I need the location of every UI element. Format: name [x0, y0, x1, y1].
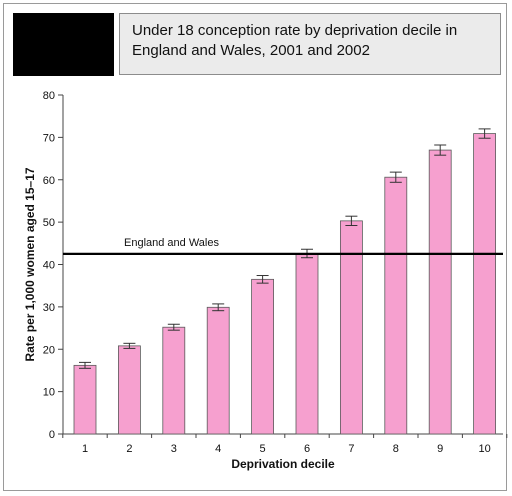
chart-title-line-2: England and Wales, 2001 and 2002	[132, 42, 370, 59]
bar	[118, 345, 141, 435]
x-tick-label: 5	[260, 443, 266, 455]
bar	[251, 278, 275, 435]
y-tick-label: 80	[43, 90, 55, 102]
y-tick-label: 10	[43, 387, 55, 399]
bar	[473, 133, 497, 435]
y-tick-label: 0	[49, 429, 55, 441]
x-tick-label: 4	[215, 443, 221, 455]
x-tick-label: 7	[348, 443, 354, 455]
y-tick-label: 60	[43, 175, 55, 187]
chart-title-line-1: Under 18 conception rate by deprivation …	[132, 22, 458, 39]
x-tick-label: 1	[82, 443, 88, 455]
y-tick-label: 40	[43, 260, 55, 272]
redacted-logo-block	[13, 13, 114, 76]
x-tick-label: 10	[478, 443, 490, 455]
bar	[162, 326, 186, 435]
bar	[295, 253, 319, 435]
x-tick-label: 9	[437, 443, 443, 455]
x-tick-label: 2	[126, 443, 132, 455]
reference-line-label: England and Wales	[124, 237, 219, 249]
y-tick-label: 30	[43, 302, 55, 314]
y-tick-label: 20	[43, 344, 55, 356]
bar	[206, 306, 230, 435]
bar	[384, 176, 408, 435]
x-tick-label: 8	[393, 443, 399, 455]
x-tick-label: 6	[304, 443, 310, 455]
y-axis-title: Rate per 1,000 women aged 15–17	[23, 167, 37, 361]
x-tick-label: 3	[171, 443, 177, 455]
x-axis-title: Deprivation decile	[231, 457, 335, 471]
y-tick-label: 70	[43, 132, 55, 144]
chart-title-box: Under 18 conception rate by deprivation …	[119, 13, 501, 75]
bar	[428, 149, 452, 435]
bar	[73, 364, 97, 435]
y-tick-label: 50	[43, 217, 55, 229]
